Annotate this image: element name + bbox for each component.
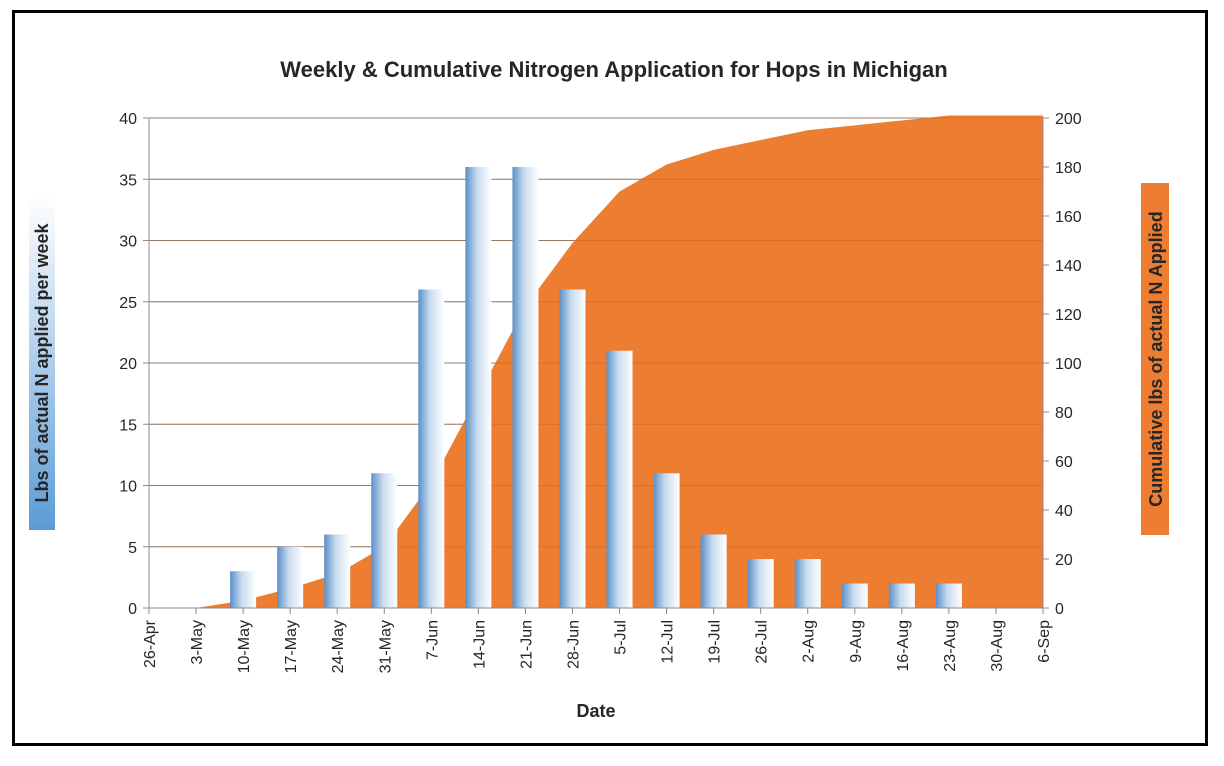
y-tick-label: 40 <box>119 111 137 128</box>
weekly-bar <box>700 534 727 608</box>
y2-tick-label: 160 <box>1055 209 1082 226</box>
y-axis-title-group: Lbs of actual N applied per week <box>29 196 55 530</box>
weekly-bar <box>841 583 868 608</box>
y-tick-label: 5 <box>128 540 137 557</box>
x-tick-label: 3-May <box>189 620 206 664</box>
y-axis-title: Lbs of actual N applied per week <box>32 222 52 502</box>
y-tick-label: 0 <box>128 601 137 618</box>
plot-area: 0 5 10 15 20 25 30 35 40 0 20 40 60 80 100 120 140 160 180… <box>119 111 1082 673</box>
x-tick-label: 2-Aug <box>801 620 818 663</box>
x-tick-label: 5-Jul <box>613 620 630 655</box>
weekly-bar <box>888 583 915 608</box>
weekly-bar <box>230 571 257 608</box>
x-tick-label: 10-May <box>236 620 253 673</box>
y-tick-label: 10 <box>119 479 137 496</box>
x-tick-label: 16-Aug <box>895 620 912 672</box>
cumulative-area <box>149 115 1043 609</box>
weekly-bar <box>465 167 492 608</box>
y2-axis-title-background <box>1141 183 1169 535</box>
weekly-bar <box>653 473 680 608</box>
x-tick-label: 19-Jul <box>707 620 724 664</box>
x-tick-label: 26-Apr <box>142 619 159 668</box>
x-tick-label: 6-Sep <box>1036 620 1053 663</box>
weekly-bar <box>935 583 962 608</box>
weekly-bar <box>418 289 445 608</box>
x-tick-label: 14-Jun <box>471 620 488 669</box>
y-tick-label: 20 <box>119 356 137 373</box>
y-tick-label: 15 <box>119 417 137 434</box>
x-tick-label: 24-May <box>330 620 347 673</box>
y2-tick-label: 140 <box>1055 258 1082 275</box>
weekly-bar <box>512 167 539 608</box>
x-tick-label: 9-Aug <box>848 620 865 663</box>
y2-tick-label: 40 <box>1055 503 1073 520</box>
weekly-bar <box>277 546 304 608</box>
weekly-bar <box>559 289 586 608</box>
x-tick-label: 12-Jul <box>660 620 677 664</box>
y2-tick-label: 120 <box>1055 307 1082 324</box>
weekly-bar <box>324 534 351 608</box>
x-tick-label: 7-Jun <box>424 620 441 660</box>
x-tick-label: 31-May <box>377 620 394 673</box>
y2-tick-label: 200 <box>1055 111 1082 128</box>
x-tick-label: 21-Jun <box>518 620 535 669</box>
weekly-bar <box>371 473 398 608</box>
y2-tick-label: 60 <box>1055 454 1073 471</box>
weekly-bar <box>794 559 821 608</box>
chart-title: Weekly & Cumulative Nitrogen Application… <box>280 57 947 82</box>
x-tick-label: 17-May <box>283 620 300 673</box>
x-tick-label: 26-Jul <box>754 620 771 664</box>
y-tick-label: 25 <box>119 295 137 312</box>
x-tick-label: 30-Aug <box>989 620 1006 672</box>
y2-tick-label: 80 <box>1055 405 1073 422</box>
y2-tick-label: 180 <box>1055 160 1082 177</box>
y2-axis-title: Cumulative lbs of actual N Applied <box>1146 211 1166 506</box>
y2-tick-label: 20 <box>1055 552 1073 569</box>
x-axis-title: Date <box>576 701 615 721</box>
y-tick-label: 35 <box>119 172 137 189</box>
y-tick-label: 30 <box>119 234 137 251</box>
y2-tick-label: 100 <box>1055 356 1082 373</box>
y-axis-title-background <box>29 196 55 530</box>
weekly-bar <box>747 559 774 608</box>
x-tick-label: 23-Aug <box>942 620 959 672</box>
y2-axis-title-group: Cumulative lbs of actual N Applied <box>1141 183 1169 535</box>
y2-tick-label: 0 <box>1055 601 1064 618</box>
x-tick-label: 28-Jun <box>565 620 582 669</box>
weekly-bar <box>606 350 633 608</box>
